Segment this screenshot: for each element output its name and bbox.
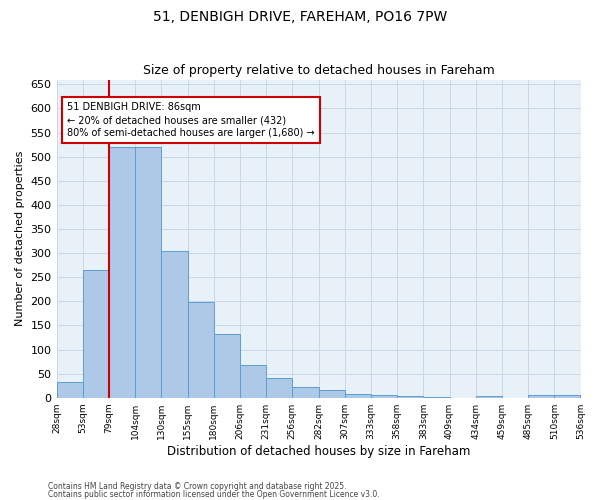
Bar: [292, 387, 319, 398]
Bar: [188, 302, 214, 398]
Bar: [371, 396, 397, 398]
Bar: [161, 250, 188, 398]
Bar: [56, 382, 83, 398]
Text: 51, DENBIGH DRIVE, FAREHAM, PO16 7PW: 51, DENBIGH DRIVE, FAREHAM, PO16 7PW: [153, 10, 447, 24]
Bar: [319, 390, 345, 398]
Bar: [214, 334, 240, 398]
Bar: [240, 366, 266, 398]
Bar: [476, 396, 502, 398]
Text: Contains HM Land Registry data © Crown copyright and database right 2025.: Contains HM Land Registry data © Crown c…: [48, 482, 347, 491]
Y-axis label: Number of detached properties: Number of detached properties: [15, 151, 25, 326]
Bar: [345, 394, 371, 398]
Text: 51 DENBIGH DRIVE: 86sqm
← 20% of detached houses are smaller (432)
80% of semi-d: 51 DENBIGH DRIVE: 86sqm ← 20% of detache…: [67, 102, 314, 138]
Bar: [397, 396, 424, 398]
Text: Contains public sector information licensed under the Open Government Licence v3: Contains public sector information licen…: [48, 490, 380, 499]
X-axis label: Distribution of detached houses by size in Fareham: Distribution of detached houses by size …: [167, 444, 470, 458]
Bar: [83, 270, 109, 398]
Bar: [135, 147, 161, 398]
Bar: [528, 396, 554, 398]
Bar: [109, 147, 135, 398]
Title: Size of property relative to detached houses in Fareham: Size of property relative to detached ho…: [143, 64, 494, 77]
Bar: [266, 378, 292, 398]
Bar: [554, 396, 580, 398]
